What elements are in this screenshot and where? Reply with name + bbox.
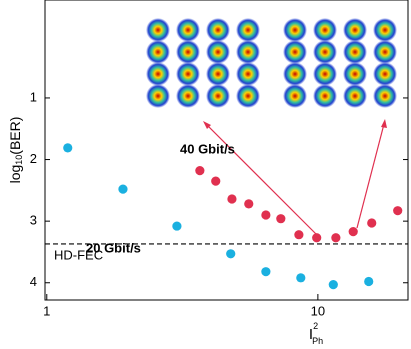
point xyxy=(244,199,253,208)
point xyxy=(227,194,236,203)
constellation-point xyxy=(283,18,307,42)
point xyxy=(172,221,181,230)
constellation-point xyxy=(206,62,230,86)
point xyxy=(276,214,285,223)
constellation-point xyxy=(236,40,260,64)
point xyxy=(364,277,373,286)
point xyxy=(261,210,270,219)
point xyxy=(367,218,376,227)
point xyxy=(296,273,305,282)
constellation-point xyxy=(236,18,260,42)
constellation-point xyxy=(373,84,397,108)
point xyxy=(226,249,235,258)
y-tick-label: 4 xyxy=(30,274,37,289)
y-label-sub: 10 xyxy=(14,155,24,165)
point xyxy=(195,166,204,175)
point xyxy=(294,230,303,239)
constellation-point xyxy=(146,84,170,108)
point xyxy=(63,143,72,152)
constellation-point xyxy=(313,18,337,42)
constellation-point xyxy=(206,40,230,64)
constellation-point xyxy=(146,40,170,64)
y-axis-label: log10(BER) xyxy=(7,117,25,184)
point xyxy=(331,233,340,242)
constellation-point xyxy=(343,40,367,64)
chart: 1234110HD-FEC20 Gbit/s40 Gbit/sI2Phlog10… xyxy=(0,0,411,349)
x-label-sup: 2 xyxy=(313,321,318,331)
constellation-point xyxy=(236,84,260,108)
x-tick-label: 1 xyxy=(43,303,50,318)
constellation-point xyxy=(146,18,170,42)
constellation-point xyxy=(283,40,307,64)
constellation-point xyxy=(343,62,367,86)
series-label: 20 Gbit/s xyxy=(86,240,141,255)
series-label: 40 Gbit/s xyxy=(180,141,235,156)
point xyxy=(393,206,402,215)
constellation-point xyxy=(206,18,230,42)
constellation-point xyxy=(176,62,200,86)
constellation-point xyxy=(373,40,397,64)
constellation-point xyxy=(373,62,397,86)
constellation-point xyxy=(176,40,200,64)
constellation-point xyxy=(343,18,367,42)
constellation-point xyxy=(146,62,170,86)
x-label-sub: Ph xyxy=(312,336,323,346)
y-tick-label: 2 xyxy=(30,151,37,166)
y-label-part: log xyxy=(7,165,23,184)
constellation-insets xyxy=(146,18,397,108)
constellation-point xyxy=(313,84,337,108)
point xyxy=(329,280,338,289)
point xyxy=(261,267,270,276)
arrow xyxy=(357,124,384,228)
point xyxy=(118,185,127,194)
arrow-head xyxy=(381,119,387,128)
point xyxy=(312,233,321,242)
constellation-point xyxy=(373,18,397,42)
constellation-point xyxy=(206,84,230,108)
constellation-point xyxy=(313,62,337,86)
y-tick-label: 1 xyxy=(30,89,37,104)
y-label-part: (BER) xyxy=(7,117,23,155)
x-tick-label: 10 xyxy=(311,303,325,318)
constellation-point xyxy=(343,84,367,108)
point xyxy=(349,227,358,236)
constellation-point xyxy=(176,84,200,108)
point xyxy=(211,177,220,186)
constellation-point xyxy=(176,18,200,42)
constellation-point xyxy=(283,84,307,108)
y-tick-label: 3 xyxy=(30,213,37,228)
constellation-point xyxy=(313,40,337,64)
constellation-point xyxy=(283,62,307,86)
constellation-point xyxy=(236,62,260,86)
